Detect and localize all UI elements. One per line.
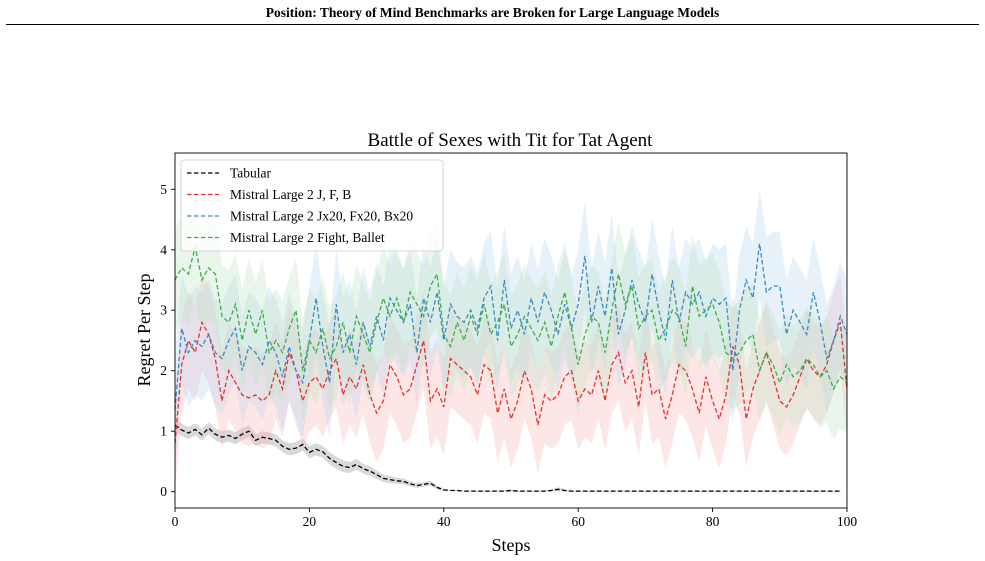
y-tick-label: 1 xyxy=(160,424,167,439)
series-0-line xyxy=(174,424,841,492)
legend-label-1: Mistral Large 2 J, F, B xyxy=(230,187,351,202)
y-axis-ticks: 0 1 2 3 4 5 xyxy=(160,182,175,499)
y-tick-label: 2 xyxy=(160,363,167,378)
x-axis-label: Steps xyxy=(491,535,530,555)
x-tick-label: 60 xyxy=(571,514,585,529)
legend-frame xyxy=(180,159,444,252)
series-lines xyxy=(174,243,848,492)
series-1-band xyxy=(175,274,847,492)
plot-frame xyxy=(174,152,848,509)
x-tick-label: 40 xyxy=(437,514,451,529)
series-0-band xyxy=(175,419,841,492)
x-tick-label: 80 xyxy=(706,514,720,529)
y-tick-label: 4 xyxy=(160,242,167,257)
legend-label-3: Mistral Large 2 Fight, Ballet xyxy=(230,230,385,245)
y-axis-label: Regret Per Step xyxy=(134,274,154,387)
x-tick-label: 0 xyxy=(172,514,179,529)
y-tick-label: 3 xyxy=(160,303,167,318)
series-2-line xyxy=(174,243,848,411)
y-tick-label: 0 xyxy=(160,484,167,499)
series-3-band xyxy=(175,195,847,441)
x-axis-ticks: 0 20 40 60 80 100 xyxy=(172,508,858,529)
legend-label-2: Mistral Large 2 Jx20, Fx20, Bx20 xyxy=(230,209,413,224)
x-tick-label: 100 xyxy=(837,514,858,529)
y-tick-label: 5 xyxy=(160,182,167,197)
legend: Tabular Mistral Large 2 J, F, B Mistral La… xyxy=(180,159,444,252)
x-tick-label: 20 xyxy=(303,514,317,529)
page-header: Position: Theory of Mind Benchmarks are … xyxy=(0,0,985,27)
header-divider xyxy=(6,24,979,25)
paper-header-title: Position: Theory of Mind Benchmarks are … xyxy=(265,5,720,20)
legend-label-0: Tabular xyxy=(230,166,272,181)
chart-title: Battle of Sexes with Tit for Tat Agent xyxy=(368,130,654,151)
